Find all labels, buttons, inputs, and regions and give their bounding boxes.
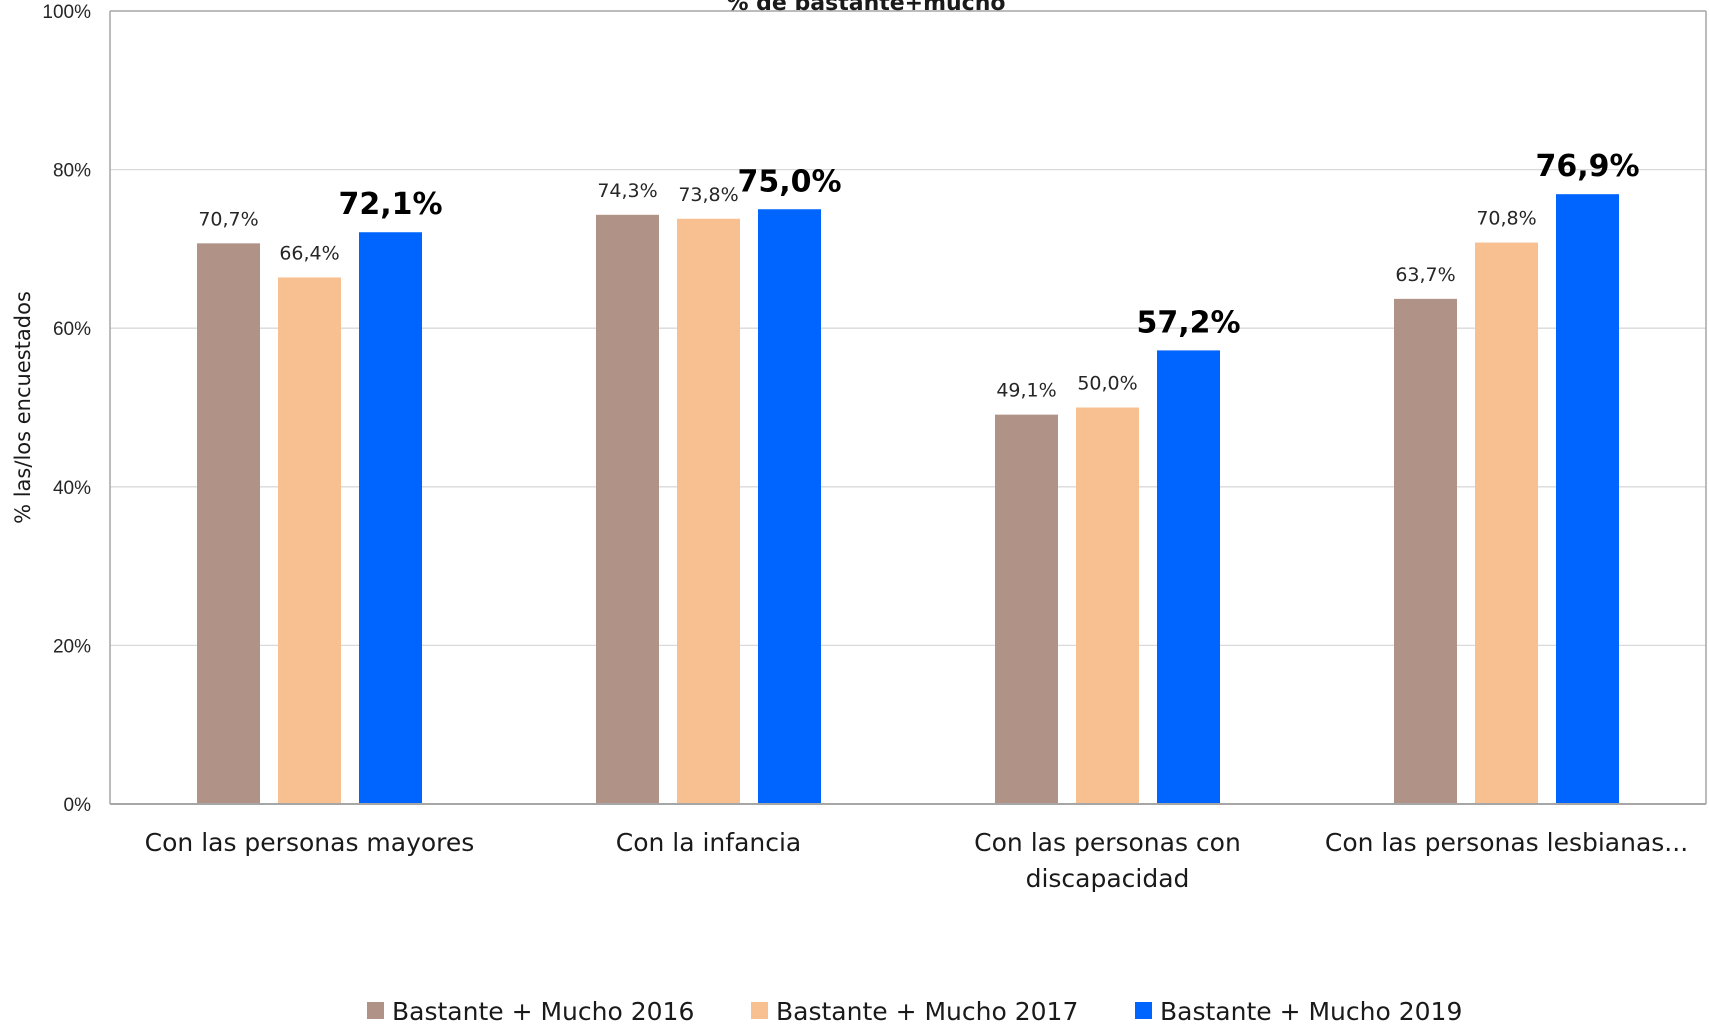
bar-2-3: [1076, 407, 1139, 804]
legend-label: Bastante + Mucho 2016: [392, 997, 694, 1026]
y-tick-label: 80%: [53, 161, 91, 182]
legend-label: Bastante + Mucho 2019: [1160, 997, 1462, 1026]
data-label: 50,0%: [1077, 373, 1137, 395]
data-label: 70,8%: [1476, 208, 1536, 230]
chart-title: % de bastante+mucho: [726, 0, 1005, 16]
data-label: 72,1%: [338, 187, 442, 222]
data-label: 57,2%: [1136, 305, 1240, 340]
data-label: 49,1%: [996, 380, 1056, 402]
legend-swatch: [1135, 1002, 1152, 1019]
data-label: 66,4%: [279, 242, 339, 264]
y-tick-label: 100%: [42, 2, 91, 23]
bar-3-4: [1556, 194, 1619, 805]
y-tick-label: 40%: [53, 478, 91, 499]
bar-2-1: [278, 277, 341, 804]
y-tick-label: 20%: [53, 636, 91, 657]
data-label: 70,7%: [198, 208, 258, 230]
bar-2-4: [1475, 242, 1538, 804]
data-label: 63,7%: [1395, 264, 1455, 286]
legend-label: Bastante + Mucho 2017: [776, 997, 1078, 1026]
bar-1-3: [995, 414, 1058, 804]
x-tick-label: Con las personas mayores: [145, 828, 475, 857]
x-tick-label: Con las personas con: [974, 828, 1241, 857]
y-tick-label: 60%: [53, 319, 91, 340]
bar-1-1: [197, 243, 260, 804]
y-axis-title: % las/los encuestados: [11, 291, 35, 524]
legend-swatch: [367, 1002, 384, 1019]
legend-swatch: [751, 1002, 768, 1019]
bar-1-2: [596, 214, 659, 804]
bar-3-1: [359, 232, 422, 804]
data-label: 74,3%: [597, 180, 657, 202]
data-label: 76,9%: [1535, 149, 1639, 184]
bar-2-2: [677, 218, 740, 805]
x-tick-label: Con las personas lesbianas...: [1325, 828, 1688, 857]
x-tick-label: Con la infancia: [616, 828, 802, 857]
bar-1-4: [1394, 298, 1457, 804]
x-tick-label: discapacidad: [1026, 864, 1190, 893]
y-tick-label: 0%: [64, 795, 92, 816]
bar-3-2: [758, 209, 821, 804]
data-label: 75,0%: [737, 164, 841, 199]
data-label: 73,8%: [678, 184, 738, 206]
bar-3-3: [1157, 350, 1220, 804]
